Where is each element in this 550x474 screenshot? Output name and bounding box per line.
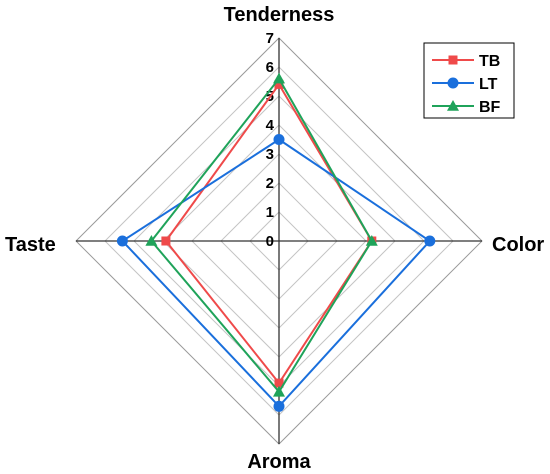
data-point-marker <box>448 55 458 65</box>
data-point-marker <box>274 378 284 388</box>
legend-item-lt: LT <box>432 76 498 93</box>
legend-label: BF <box>479 99 501 116</box>
tick-label: 4 <box>266 117 275 134</box>
tick-label: 2 <box>266 175 274 192</box>
series-line <box>120 138 432 408</box>
axis-label-aroma: Aroma <box>247 451 311 473</box>
data-point-marker <box>365 235 378 246</box>
data-point-marker <box>116 235 128 247</box>
tick-label: 0 <box>266 233 274 250</box>
legend-item-tb: TB <box>432 53 500 70</box>
legend: TB LT BF <box>423 42 515 119</box>
series-line <box>150 76 373 394</box>
legend-label: LT <box>479 76 498 93</box>
axis-label-color: Color <box>492 234 544 256</box>
data-point-marker <box>161 236 171 246</box>
tick-label: 1 <box>266 204 274 221</box>
data-point-marker <box>273 134 285 145</box>
series <box>116 72 436 412</box>
data-point-marker <box>447 77 459 89</box>
series-lt <box>116 134 436 412</box>
tick-label: 3 <box>266 146 274 163</box>
legend-label: TB <box>479 53 500 70</box>
series-bf <box>145 72 378 397</box>
data-point-marker <box>447 100 459 111</box>
legend-item-bf: BF <box>432 99 501 116</box>
axis-label-taste: Taste <box>5 234 56 256</box>
data-point-marker <box>145 235 158 246</box>
tick-label: 6 <box>266 59 274 76</box>
data-point-marker <box>273 400 285 412</box>
tick-label: 7 <box>266 30 274 47</box>
data-point-marker <box>274 79 284 89</box>
axis-label-tenderness: Tenderness <box>224 4 335 26</box>
data-point-marker <box>273 72 285 84</box>
data-point-marker <box>424 235 436 247</box>
data-point-marker <box>273 385 285 397</box>
